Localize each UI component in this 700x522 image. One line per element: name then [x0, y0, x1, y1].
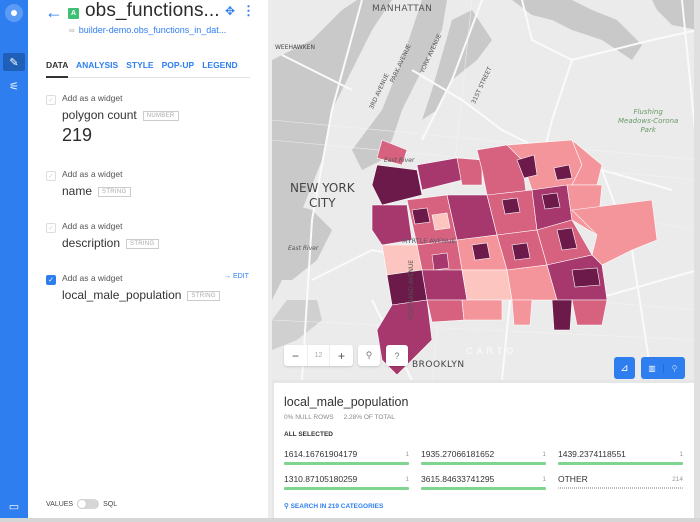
label-manhattan: MANHATTAN [372, 4, 433, 14]
field-name: description [62, 236, 121, 250]
edit-label: EDIT [232, 273, 249, 280]
widget-checkbox[interactable]: ✓ [46, 223, 56, 233]
selection-status: ALL SELECTED [284, 431, 333, 438]
category-count: 1 [405, 451, 409, 458]
search-icon: ⚲ [365, 350, 373, 360]
category-name: 1614.16761904179 [284, 449, 358, 459]
category-name: 1310.87105180259 [284, 474, 358, 484]
search-categories-link[interactable]: ⚲ SEARCH IN 219 CATEGORIES [284, 502, 383, 510]
type-badge: STRING [98, 186, 131, 197]
category-bar [284, 487, 409, 490]
sql-label: SQL [103, 500, 118, 508]
values-sql-toggle: VALUES SQL [46, 499, 117, 509]
sql-switch[interactable] [77, 499, 100, 509]
category-bar [421, 487, 546, 490]
measure-icon: ⊿ [620, 362, 629, 374]
sliders-icon[interactable]: ⚟ [9, 80, 19, 93]
type-badge: NUMBER [142, 110, 179, 121]
search-icon: ⚲ [284, 503, 291, 510]
category-count: 1 [405, 476, 409, 483]
label-myrtle-avenue: MYRTLE AVENUE [402, 237, 456, 245]
map-pin-icon[interactable]: ⚲ [663, 363, 685, 373]
category-count: 1 [679, 451, 683, 458]
tab-legend[interactable]: LEGEND [202, 60, 238, 70]
category-count: 1 [542, 476, 546, 483]
add-widget-label: Add as a widget [62, 221, 123, 231]
add-widget-label: Add as a widget [62, 273, 123, 283]
chat-icon[interactable]: ▭ [8, 500, 20, 513]
more-options-icon[interactable]: ⋮ [242, 3, 255, 18]
layer-panel: ← A obs_functions... ✥ ⋮ ∞ builder-demo.o… [28, 0, 268, 518]
type-badge: STRING [126, 238, 159, 249]
widget-checkbox[interactable]: ✓ [46, 275, 56, 285]
add-widget-label: Add as a widget [62, 169, 123, 179]
basemap [272, 0, 698, 380]
measure-button[interactable]: ⊿ [614, 357, 635, 379]
tab-popup[interactable]: POP-UP [161, 60, 195, 70]
label-flushing-park: Flushing Meadows-Corona Park [618, 108, 679, 134]
label-east-river-2: East River [288, 245, 319, 252]
pencil-icon[interactable]: ✎ [3, 53, 25, 71]
category-name: 1439.2374118551 [558, 449, 626, 459]
link-icon: ∞ [69, 26, 75, 35]
edit-widget-link[interactable]: → EDIT [224, 273, 249, 280]
widget-stats: 0% NULL ROWS 2.28% OF TOTAL [284, 414, 395, 421]
tab-bar: DATA ANALYSIS STYLE POP-UP LEGEND [46, 58, 250, 78]
category-name: 1935.27066181652 [421, 449, 495, 459]
search-categories-label: SEARCH IN 219 CATEGORIES [290, 503, 384, 510]
label-weehawken: WEEHAWKEN [275, 44, 315, 51]
view-toggle: ▥ ⚲ [641, 357, 685, 379]
horizontal-scrollbar[interactable] [0, 518, 700, 522]
layer-title[interactable]: obs_functions... [85, 0, 220, 21]
label-nostrand-avenue: NOSTRAND AVENUE [408, 259, 415, 320]
zoom-level: 12 [307, 345, 330, 366]
dataset-link[interactable]: ∞ builder-demo.obs_functions_in_dat... [69, 25, 226, 35]
tab-style[interactable]: STYLE [126, 60, 154, 70]
panel-divider[interactable] [268, 0, 272, 518]
type-badge: STRING [187, 290, 220, 301]
zoom-control: − 12 + [284, 345, 353, 366]
zoom-out-button[interactable]: − [291, 348, 299, 363]
category-bar [558, 462, 683, 465]
map-canvas[interactable]: MANHATTAN WEEHAWKEN PARK AVENUE 3RD AVEN… [272, 0, 698, 380]
count-value: 219 [62, 125, 93, 145]
label-brooklyn: BROOKLYN [412, 360, 465, 370]
logo-icon[interactable] [5, 4, 23, 22]
category-bar [558, 487, 683, 489]
category-name: 3615.84633741295 [421, 474, 495, 484]
label-east-river-1: East River [384, 157, 415, 164]
layer-badge: A [68, 8, 79, 19]
back-arrow-icon[interactable]: ← [45, 2, 63, 22]
widget-checkbox[interactable]: ✓ [46, 171, 56, 181]
left-rail: ✎ ⚟ ▭ [0, 0, 28, 518]
dataset-name: builder-demo.obs_functions_in_dat... [78, 25, 227, 35]
add-widget-label: Add as a widget [62, 93, 123, 103]
carto-attribution: CARTO [466, 346, 518, 356]
tab-data[interactable]: DATA [46, 58, 68, 78]
category-count: 214 [672, 476, 683, 483]
widget-checkbox[interactable]: ✓ [46, 95, 56, 105]
help-icon: ? [394, 350, 400, 361]
widget-title: local_male_population [284, 395, 409, 409]
search-button[interactable]: ⚲ [358, 345, 380, 366]
category-widget: local_male_population 0% NULL ROWS 2.28% … [274, 383, 694, 518]
null-rows: 0% NULL ROWS [284, 414, 334, 421]
field-name: polygon count [62, 108, 137, 122]
widgets-view-icon[interactable]: ▥ [648, 363, 656, 373]
tab-analysis[interactable]: ANALYSIS [76, 60, 119, 70]
zoom-in-button[interactable]: + [337, 348, 345, 363]
label-new-york-city: NEW YORK CITY [290, 181, 355, 210]
values-label: VALUES [46, 500, 74, 508]
category-name: OTHER [558, 474, 588, 484]
field-name: name [62, 184, 93, 198]
category-bar [284, 462, 409, 465]
move-icon[interactable]: ✥ [225, 4, 236, 18]
field-name: local_male_population [62, 288, 182, 302]
help-button[interactable]: ? [386, 345, 408, 366]
vertical-scrollbar[interactable] [694, 0, 700, 518]
of-total: 2.28% OF TOTAL [343, 414, 395, 421]
category-bar [421, 462, 546, 465]
category-count: 1 [542, 451, 546, 458]
